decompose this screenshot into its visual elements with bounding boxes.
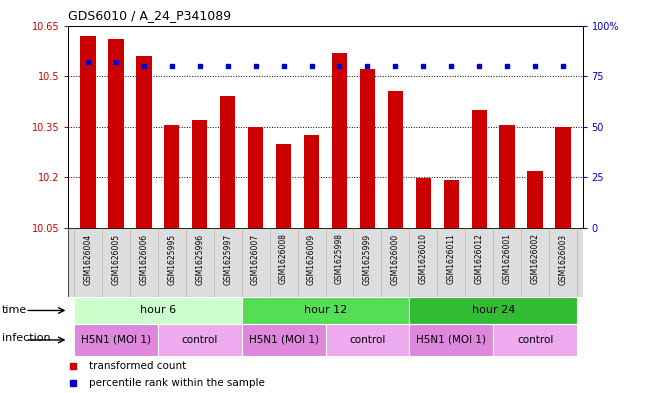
- Bar: [242, 297, 409, 324]
- Bar: [68, 228, 583, 297]
- Text: GSM1626012: GSM1626012: [475, 233, 484, 284]
- Bar: [409, 297, 577, 324]
- Bar: [493, 324, 577, 356]
- Bar: [409, 324, 493, 356]
- Bar: [192, 120, 208, 228]
- Text: GSM1625999: GSM1625999: [363, 233, 372, 285]
- Text: time: time: [2, 305, 27, 316]
- Bar: [242, 324, 326, 356]
- Bar: [108, 39, 124, 228]
- Text: hour 24: hour 24: [471, 305, 515, 316]
- Bar: [326, 324, 409, 356]
- Text: infection: infection: [2, 333, 51, 343]
- Bar: [555, 127, 571, 228]
- Text: GSM1626005: GSM1626005: [111, 233, 120, 285]
- Text: GSM1625997: GSM1625997: [223, 233, 232, 285]
- Text: H5N1 (MOI 1): H5N1 (MOI 1): [81, 335, 151, 345]
- Text: GSM1626008: GSM1626008: [279, 233, 288, 285]
- Text: hour 12: hour 12: [304, 305, 347, 316]
- Bar: [220, 96, 236, 228]
- Text: GSM1626009: GSM1626009: [307, 233, 316, 285]
- Bar: [443, 180, 459, 228]
- Bar: [388, 91, 403, 228]
- Text: GSM1626001: GSM1626001: [503, 233, 512, 285]
- Text: GSM1626003: GSM1626003: [559, 233, 568, 285]
- Text: GSM1626007: GSM1626007: [251, 233, 260, 285]
- Bar: [164, 125, 180, 228]
- Bar: [74, 297, 242, 324]
- Bar: [80, 36, 96, 228]
- Bar: [415, 178, 431, 228]
- Text: GSM1626011: GSM1626011: [447, 233, 456, 284]
- Bar: [276, 143, 291, 228]
- Text: H5N1 (MOI 1): H5N1 (MOI 1): [249, 335, 318, 345]
- Text: transformed count: transformed count: [89, 361, 186, 371]
- Bar: [74, 324, 158, 356]
- Bar: [158, 324, 242, 356]
- Text: GSM1625996: GSM1625996: [195, 233, 204, 285]
- Text: GSM1625998: GSM1625998: [335, 233, 344, 285]
- Text: GSM1626000: GSM1626000: [391, 233, 400, 285]
- Text: hour 6: hour 6: [140, 305, 176, 316]
- Text: GSM1626010: GSM1626010: [419, 233, 428, 285]
- Text: GSM1625995: GSM1625995: [167, 233, 176, 285]
- Bar: [499, 125, 515, 228]
- Text: H5N1 (MOI 1): H5N1 (MOI 1): [416, 335, 486, 345]
- Text: GSM1626002: GSM1626002: [531, 233, 540, 285]
- Text: control: control: [182, 335, 218, 345]
- Bar: [248, 127, 263, 228]
- Bar: [332, 53, 347, 228]
- Bar: [360, 70, 375, 228]
- Text: control: control: [349, 335, 385, 345]
- Text: GSM1626004: GSM1626004: [83, 233, 92, 285]
- Bar: [304, 135, 319, 228]
- Bar: [527, 171, 543, 228]
- Text: control: control: [517, 335, 553, 345]
- Bar: [136, 56, 152, 228]
- Text: percentile rank within the sample: percentile rank within the sample: [89, 378, 265, 387]
- Text: GDS6010 / A_24_P341089: GDS6010 / A_24_P341089: [68, 9, 232, 22]
- Text: GSM1626006: GSM1626006: [139, 233, 148, 285]
- Bar: [471, 110, 487, 228]
